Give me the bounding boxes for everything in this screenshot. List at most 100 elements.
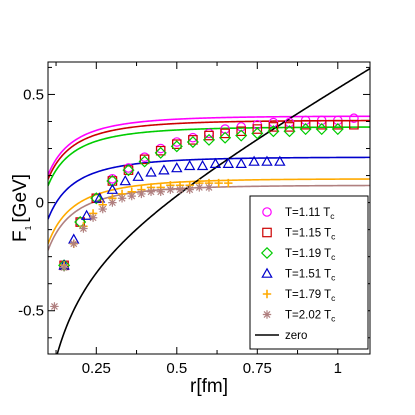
curve-zero xyxy=(56,67,370,354)
point-t115 xyxy=(252,124,263,134)
point-t179 xyxy=(214,178,223,188)
point-t119 xyxy=(90,192,103,205)
point-t115 xyxy=(123,165,134,175)
point-t115 xyxy=(268,122,279,132)
point-t151 xyxy=(145,166,157,177)
point-t111 xyxy=(155,143,166,154)
point-t151 xyxy=(248,155,260,166)
legend-label-t151: T=1.51 Tc xyxy=(285,269,336,283)
curve-t115 xyxy=(48,119,370,180)
point-t119 xyxy=(331,123,344,136)
point-t202 xyxy=(127,191,136,201)
point-t115 xyxy=(155,145,166,156)
legend-label-t115: T=1.15 Tc xyxy=(285,228,336,242)
x-axis-title: r[fm] xyxy=(190,376,228,397)
point-t202 xyxy=(195,183,204,192)
point-t115 xyxy=(204,130,214,141)
point-t151 xyxy=(261,155,273,166)
point-t119 xyxy=(219,131,232,144)
point-t119 xyxy=(154,146,167,159)
x-tick-label: 1 xyxy=(334,360,342,377)
point-t119 xyxy=(251,127,264,140)
point-t151 xyxy=(196,159,209,171)
y-axis-title-sub: 1 xyxy=(23,225,33,230)
point-t119 xyxy=(170,140,183,153)
legend: T=1.11 Tc T=1.15 Tc T=1.19 Tc T=1.51 Tc T=1.… xyxy=(255,207,336,342)
plot-frame xyxy=(47,61,371,355)
point-t202 xyxy=(50,302,59,311)
legend-label-t119: T=1.19 Tc xyxy=(285,248,336,262)
svg-text:F1[GeV]: F1 [GeV] xyxy=(10,174,33,242)
point-t115 xyxy=(139,154,150,165)
point-t119 xyxy=(202,133,216,146)
point-t202 xyxy=(69,239,78,248)
point-t115 xyxy=(316,119,327,130)
point-t202 xyxy=(59,263,69,272)
point-t119 xyxy=(235,129,248,142)
point-t151 xyxy=(106,183,119,194)
point-t202 xyxy=(98,204,107,214)
y-axis-title: F1 [GeV] xyxy=(10,174,33,242)
legend-symbol-t111 xyxy=(262,207,272,217)
point-t115 xyxy=(188,135,198,145)
point-t119 xyxy=(283,125,296,138)
curve-t151 xyxy=(48,156,370,220)
point-t119 xyxy=(186,135,199,149)
point-t119 xyxy=(74,216,87,229)
legend-label-t202: T=2.02 Tc xyxy=(285,310,336,324)
point-t202 xyxy=(175,185,185,194)
point-t115 xyxy=(220,128,230,139)
point-t151 xyxy=(80,209,93,220)
point-t119 xyxy=(299,123,312,136)
y-axis-title-unit: [GeV] xyxy=(10,174,31,223)
point-t151 xyxy=(93,192,106,203)
point-t202 xyxy=(137,189,146,199)
point-t115 xyxy=(236,126,246,137)
point-t115 xyxy=(284,122,295,132)
x-tick-label: 0.25 xyxy=(82,360,111,377)
point-t202 xyxy=(79,224,88,233)
point-t202 xyxy=(185,185,194,194)
point-t111 xyxy=(188,132,198,143)
point-t119 xyxy=(122,164,135,177)
point-t151 xyxy=(158,164,170,175)
legend-symbol-t119 xyxy=(260,246,274,260)
point-t202 xyxy=(166,185,175,194)
curve-t111 xyxy=(48,115,370,176)
y-axis-ticks: 0.5 0 -0.5 xyxy=(18,66,370,339)
legend-label-t179: T=1.79 Tc xyxy=(285,289,336,303)
point-t151 xyxy=(171,162,183,173)
point-t151 xyxy=(274,155,286,166)
legend-label-t111: T=1.11 Tc xyxy=(285,207,335,221)
point-t202 xyxy=(108,198,117,207)
point-t151 xyxy=(222,157,235,168)
legend-symbol-t179 xyxy=(262,289,272,299)
y-tick-label: 0.5 xyxy=(23,86,44,103)
point-t111 xyxy=(139,152,150,162)
point-t119 xyxy=(106,174,119,188)
point-t151 xyxy=(119,175,132,186)
point-t151 xyxy=(132,170,144,181)
point-t202 xyxy=(156,187,165,196)
point-t151 xyxy=(209,157,222,168)
point-t111 xyxy=(349,113,359,124)
legend-symbol-t151 xyxy=(261,267,273,278)
point-t202 xyxy=(88,213,98,222)
point-t115 xyxy=(172,139,182,149)
point-t115 xyxy=(333,119,343,130)
y-tick-label: -0.5 xyxy=(18,303,44,320)
point-t111 xyxy=(172,137,182,147)
y-axis-title-main: F xyxy=(10,230,31,242)
point-t202 xyxy=(146,187,156,196)
x-tick-label: 0.75 xyxy=(243,360,272,377)
legend-symbol-t202 xyxy=(262,310,272,319)
point-t111 xyxy=(204,128,214,139)
point-t119 xyxy=(267,125,280,138)
point-t202 xyxy=(117,194,127,203)
point-t202 xyxy=(204,183,214,192)
x-axis-ticks: 0.25 0.5 0.75 1 xyxy=(55,62,342,377)
point-t115 xyxy=(349,119,359,130)
point-t179 xyxy=(224,178,233,188)
point-t151 xyxy=(235,157,247,168)
